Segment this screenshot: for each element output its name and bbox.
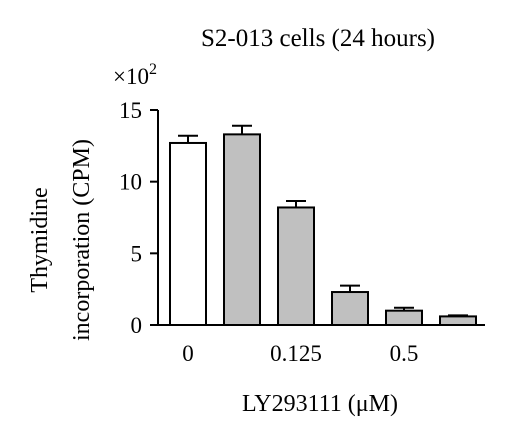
bar (169, 141, 207, 326)
x-tick-label: 0 (182, 341, 194, 366)
chart-title: S2-013 cells (24 hours) (201, 25, 435, 52)
x-tick-label: 0.125 (270, 341, 322, 366)
y-ticks: 0 5 10 15 (119, 98, 158, 338)
y-tick-label: 10 (119, 170, 142, 195)
y-tick-label: 0 (131, 313, 143, 338)
bar (277, 206, 315, 326)
y-multiplier-exponent: 2 (149, 61, 157, 78)
y-multiplier: ×102 (113, 61, 157, 89)
y-axis-label-line-1: Thymidine (27, 187, 53, 292)
bar (331, 291, 369, 326)
y-tick-label: 5 (131, 241, 143, 266)
bar (385, 309, 423, 326)
x-tick-label: 0.5 (390, 341, 419, 366)
bars (169, 124, 477, 326)
y-axis-label-line-2: incorporation (CPM) (69, 139, 95, 341)
y-axis-label: Thymidine incorporation (CPM) (27, 139, 95, 341)
bar (439, 315, 477, 326)
x-axis-label: LY293111 (μM) (242, 391, 398, 417)
bar (223, 133, 261, 326)
x-tick-labels: 0 0.125 0.5 (182, 341, 418, 366)
y-tick-label: 15 (119, 98, 142, 123)
y-multiplier-base: ×10 (113, 64, 149, 89)
